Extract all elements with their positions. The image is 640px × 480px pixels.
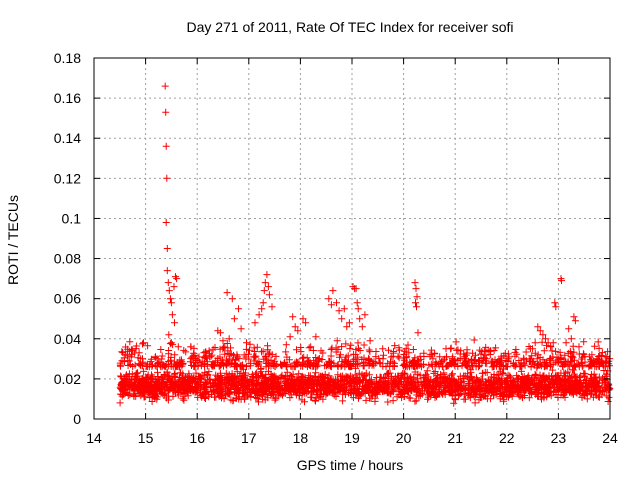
x-tick-label: 16 — [189, 430, 205, 446]
axis-ticks — [93, 57, 611, 420]
x-tick-label: 23 — [551, 430, 567, 446]
x-tick-label: 21 — [447, 430, 463, 446]
y-tick-label: 0.04 — [54, 331, 81, 347]
grid-lines — [94, 58, 610, 419]
data-points — [116, 82, 614, 407]
chart-title: Day 271 of 2011, Rate Of TEC Index for r… — [186, 19, 513, 35]
y-tick-label: 0.14 — [54, 130, 81, 146]
x-tick-label: 20 — [396, 430, 412, 446]
y-tick-label: 0.1 — [62, 210, 82, 226]
x-tick-label: 22 — [499, 430, 515, 446]
y-tick-label: 0.08 — [54, 251, 81, 267]
x-tick-label: 15 — [138, 430, 154, 446]
roti-point-markers — [116, 82, 614, 407]
y-tick-label: 0.12 — [54, 170, 81, 186]
x-axis-label: GPS time / hours — [297, 457, 404, 473]
x-tick-label: 24 — [602, 430, 618, 446]
y-axis-label: ROTI / TECUs — [5, 195, 21, 285]
y-tick-label: 0.02 — [54, 371, 81, 387]
x-tick-label: 17 — [241, 430, 257, 446]
y-tick-label: 0.06 — [54, 291, 81, 307]
x-tick-label: 14 — [86, 430, 102, 446]
y-tick-label: 0.16 — [54, 90, 81, 106]
y-tick-label: 0 — [73, 411, 81, 427]
tick-labels: 14 15 16 17 18 19 20 21 22 23 24 0 0.02 0.04 0.06 0.08 0… — [54, 50, 618, 446]
y-tick-label: 0.18 — [54, 50, 81, 66]
x-tick-label: 18 — [293, 430, 309, 446]
x-tick-label: 19 — [344, 430, 360, 446]
